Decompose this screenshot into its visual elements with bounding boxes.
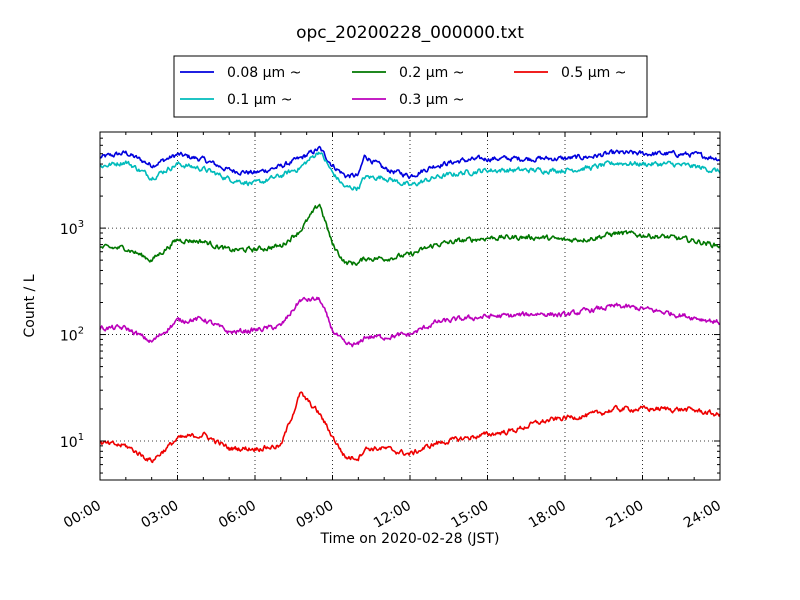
y-tick-base: 10	[60, 222, 78, 238]
legend-label-3: 0.3 μm ~	[399, 92, 464, 108]
y-tick-base: 10	[60, 435, 78, 451]
series-line-3	[99, 296, 721, 348]
y-tick-exponent: 1	[78, 432, 84, 443]
plot-series	[99, 145, 721, 464]
legend-label-1: 0.1 μm ~	[227, 92, 292, 108]
y-tick-label: 101	[60, 432, 84, 451]
legend-label-2: 0.2 μm ~	[399, 65, 464, 81]
y-tick-label: 103	[60, 219, 84, 238]
series-line-0	[99, 145, 721, 180]
y-tick-base: 10	[60, 329, 78, 345]
chart-title: opc_20200228_000000.txt	[296, 23, 524, 43]
series-line-1	[99, 151, 721, 192]
series-line-2	[99, 203, 721, 266]
y-tick-exponent: 3	[78, 219, 84, 230]
legend-box	[173, 55, 648, 118]
series-line-4	[99, 391, 721, 464]
x-axis-label: Time on 2020-02-28 (JST)	[320, 531, 500, 547]
grid	[99, 132, 721, 480]
legend: 0.08 μm ~ 0.1 μm ~ 0.2 μm ~ 0.3 μm ~ 0.5 μm …	[173, 55, 648, 118]
y-axis-label: Count / L	[22, 274, 38, 337]
y-tick-exponent: 2	[78, 326, 84, 337]
y-tick-label: 102	[60, 326, 84, 345]
legend-label-4: 0.5 μm ~	[561, 65, 626, 81]
legend-label-0: 0.08 μm ~	[227, 65, 301, 81]
